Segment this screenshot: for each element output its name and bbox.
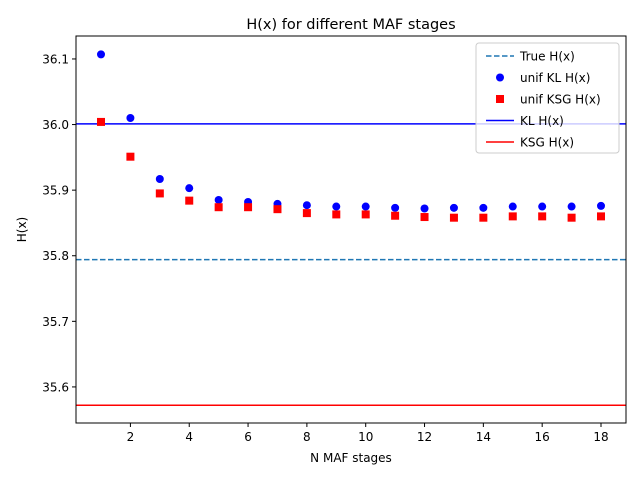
- ksg-point-17: [567, 213, 576, 222]
- y-tick-label-1: 35.6: [42, 380, 69, 394]
- legend-label-5: KSG H(x): [520, 136, 574, 150]
- x-tick-label-8: 16: [535, 430, 550, 444]
- ksg-point-15: [508, 212, 517, 221]
- kl-point-3: [155, 174, 164, 183]
- ksg-point-12: [420, 213, 429, 222]
- ksg-point-16: [538, 212, 547, 221]
- legend-label-3: unif KSG H(x): [520, 93, 601, 107]
- kl-point-18: [597, 201, 605, 210]
- x-tick-label-3: 6: [244, 430, 252, 444]
- ksg-point-14: [479, 213, 488, 222]
- kl-point-9: [332, 202, 341, 211]
- kl-point-1: [97, 50, 105, 59]
- legend-box: [475, 42, 620, 154]
- legend-label-1: True H(x): [519, 50, 575, 64]
- kl-point-11: [391, 203, 400, 212]
- ksg-point-18: [597, 212, 605, 221]
- kl-point-17: [567, 202, 576, 211]
- x-tick-label-4: 8: [303, 430, 311, 444]
- ksg-point-2: [126, 152, 135, 161]
- x-tick-label-7: 14: [476, 430, 491, 444]
- x-tick-label-6: 12: [417, 430, 432, 444]
- x-tick-label-2: 4: [185, 430, 193, 444]
- ksg-point-10: [361, 210, 370, 219]
- y-tick-label-3: 35.8: [42, 249, 69, 263]
- y-tick-label-2: 35.7: [42, 315, 69, 329]
- ksg-point-1: [97, 117, 105, 126]
- legend-swatch-circle: [496, 73, 504, 82]
- ksg-point-4: [185, 196, 194, 205]
- ksg-point-13: [449, 213, 458, 222]
- x-axis-label: N MAF stages: [310, 451, 392, 465]
- legend: True H(x) unif KL H(x) unif KSG H(x) KL H(x…: [475, 42, 620, 154]
- y-tick-label-5: 36.0: [42, 118, 69, 132]
- x-tick-label-5: 10: [358, 430, 373, 444]
- ksg-point-6: [244, 203, 253, 212]
- kl-point-4: [185, 184, 194, 193]
- ksg-point-3: [155, 189, 164, 198]
- x-tick-label-9: 18: [593, 430, 608, 444]
- y-axis-label: H(x): [15, 217, 29, 243]
- plot-area: [76, 50, 626, 407]
- kl-point-14: [479, 203, 488, 212]
- chart-title: H(x) for different MAF stages: [246, 17, 455, 33]
- kl-point-16: [538, 202, 547, 211]
- ksg-point-11: [391, 211, 400, 220]
- legend-label-4: KL H(x): [520, 114, 564, 128]
- kl-point-12: [420, 204, 429, 213]
- kl-point-5: [214, 195, 223, 204]
- x-tick-label-1: 2: [127, 430, 135, 444]
- legend-label-2: unif KL H(x): [520, 71, 590, 85]
- kl-point-15: [508, 202, 517, 211]
- ksg-point-5: [214, 203, 223, 212]
- y-tick-label-6: 36.1: [42, 52, 69, 66]
- legend-swatch-square: [496, 95, 504, 103]
- kl-point-8: [302, 201, 311, 210]
- kl-point-13: [449, 203, 458, 212]
- axes: 2 4 6 8 10 12 14 16 18 35.6 35.7 35.8 35.9 36.0 36.1: [42, 52, 608, 444]
- y-tick-label-4: 35.9: [42, 184, 69, 198]
- plot-frame: [75, 35, 627, 424]
- ksg-point-9: [332, 210, 341, 219]
- ksg-point-8: [302, 209, 311, 218]
- ksg-point-7: [273, 205, 282, 214]
- kl-point-10: [361, 202, 370, 211]
- kl-point-2: [126, 113, 135, 122]
